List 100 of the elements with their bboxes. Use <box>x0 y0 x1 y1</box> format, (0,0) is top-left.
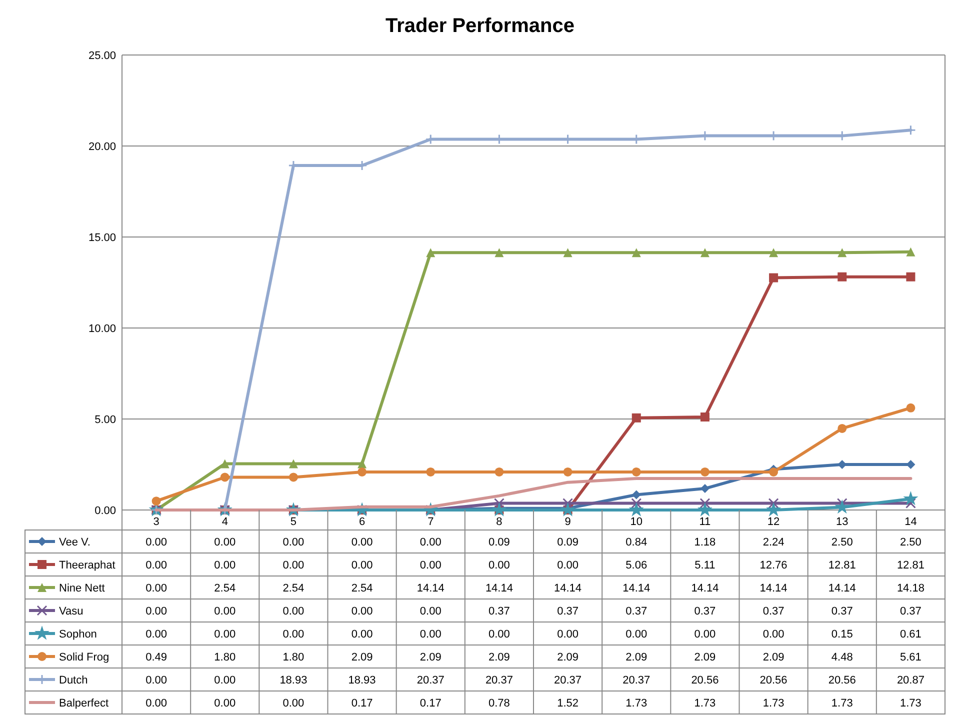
data-label: 0.00 <box>282 560 304 572</box>
legend-label: Vee V. <box>59 536 90 548</box>
data-label: 0.37 <box>694 606 716 618</box>
data-label: 0.37 <box>557 606 579 618</box>
data-label: 0.00 <box>557 560 579 572</box>
x-tick-label: 14 <box>904 516 917 528</box>
legend-label: Dutch <box>59 674 88 686</box>
data-label: 0.17 <box>351 698 373 710</box>
data-label: 0.00 <box>282 628 304 640</box>
legend-label: Nine Nett <box>59 582 105 594</box>
data-label: 2.09 <box>626 652 648 664</box>
data-label: 0.00 <box>557 628 579 640</box>
data-label: 2.54 <box>214 582 236 594</box>
data-label: 20.37 <box>622 674 650 686</box>
data-label: 1.52 <box>557 698 579 710</box>
data-label: 18.93 <box>348 674 376 686</box>
data-label: 0.00 <box>351 628 373 640</box>
data-label: 0.00 <box>282 536 304 548</box>
y-tick-label: 25.00 <box>88 50 116 62</box>
y-tick-label: 10.00 <box>88 323 116 335</box>
data-label: 2.54 <box>282 582 304 594</box>
data-label: 14.14 <box>485 582 513 594</box>
data-label: 0.00 <box>146 582 168 594</box>
data-label: 2.09 <box>488 652 510 664</box>
data-label: 2.09 <box>557 652 579 664</box>
data-label: 0.00 <box>214 628 236 640</box>
data-label: 0.00 <box>214 606 236 618</box>
data-label: 5.61 <box>900 652 922 664</box>
data-label: 0.37 <box>831 606 853 618</box>
data-label: 2.54 <box>351 582 373 594</box>
x-tick-label: 13 <box>836 516 848 528</box>
x-tick-label: 4 <box>222 516 228 528</box>
data-label: 14.18 <box>896 582 924 594</box>
data-label: 1.73 <box>831 698 853 710</box>
data-label: 0.00 <box>420 560 442 572</box>
data-label: 2.24 <box>762 536 784 548</box>
data-label: 14.14 <box>416 582 444 594</box>
legend-label: Theeraphat <box>59 560 116 572</box>
data-label: 0.00 <box>420 628 442 640</box>
data-label: 0.00 <box>214 674 236 686</box>
data-label: 0.00 <box>146 536 168 548</box>
data-label: 20.56 <box>691 674 719 686</box>
data-label: 0.00 <box>420 536 442 548</box>
data-label: 0.00 <box>146 674 168 686</box>
data-label: 4.48 <box>831 652 853 664</box>
data-label: 0.00 <box>351 536 373 548</box>
data-label: 0.37 <box>488 606 510 618</box>
data-label: 1.73 <box>694 698 716 710</box>
data-label: 2.09 <box>351 652 373 664</box>
data-label: 0.00 <box>282 698 304 710</box>
data-label: 12.81 <box>896 560 924 572</box>
data-label: 0.00 <box>146 560 168 572</box>
data-label: 0.09 <box>488 536 510 548</box>
y-tick-label: 20.00 <box>88 141 116 153</box>
data-label: 14.14 <box>622 582 650 594</box>
chart-title: Trader Performance <box>386 15 574 37</box>
legend-label: Balperfect <box>59 698 109 710</box>
x-tick-label: 10 <box>630 516 642 528</box>
data-label: 0.00 <box>626 628 648 640</box>
data-label: 2.09 <box>420 652 442 664</box>
legend-label: Vasu <box>59 606 84 618</box>
data-label: 0.00 <box>488 560 510 572</box>
data-label: 0.00 <box>214 560 236 572</box>
data-label: 20.56 <box>760 674 788 686</box>
data-label: 20.87 <box>896 674 924 686</box>
data-label: 0.00 <box>420 606 442 618</box>
data-label: 14.14 <box>828 582 856 594</box>
x-tick-label: 12 <box>767 516 780 528</box>
data-label: 1.73 <box>762 698 784 710</box>
data-label: 0.00 <box>146 628 168 640</box>
data-label: 0.00 <box>214 536 236 548</box>
data-label: 0.37 <box>900 606 922 618</box>
data-label: 0.00 <box>146 606 168 618</box>
y-tick-label: 15.00 <box>88 232 116 244</box>
data-label: 2.09 <box>762 652 784 664</box>
legend-label: Solid Frog <box>59 652 110 664</box>
x-tick-label: 8 <box>496 516 502 528</box>
data-label: 20.37 <box>485 674 513 686</box>
data-label: 0.00 <box>214 698 236 710</box>
data-label: 0.00 <box>146 698 168 710</box>
legend-label: Sophon <box>59 628 97 640</box>
data-label: 0.17 <box>420 698 442 710</box>
data-label: 0.37 <box>762 606 784 618</box>
x-tick-label: 6 <box>358 516 366 528</box>
data-label: 5.11 <box>694 560 716 572</box>
data-label: 2.50 <box>900 536 922 548</box>
x-tick-label: 11 <box>699 516 711 528</box>
data-label: 5.06 <box>626 560 648 572</box>
data-label: 1.80 <box>282 652 304 664</box>
y-tick-label: 0.00 <box>94 505 116 517</box>
data-label: 2.50 <box>831 536 853 548</box>
x-tick-label: 9 <box>564 516 571 528</box>
data-label: 18.93 <box>280 674 308 686</box>
data-label: 14.14 <box>691 582 719 594</box>
data-label: 0.49 <box>146 652 168 664</box>
data-label: 0.00 <box>282 606 304 618</box>
data-label: 0.84 <box>626 536 648 548</box>
data-label: 12.81 <box>828 560 856 572</box>
data-label: 0.00 <box>351 560 373 572</box>
data-label: 20.37 <box>416 674 444 686</box>
